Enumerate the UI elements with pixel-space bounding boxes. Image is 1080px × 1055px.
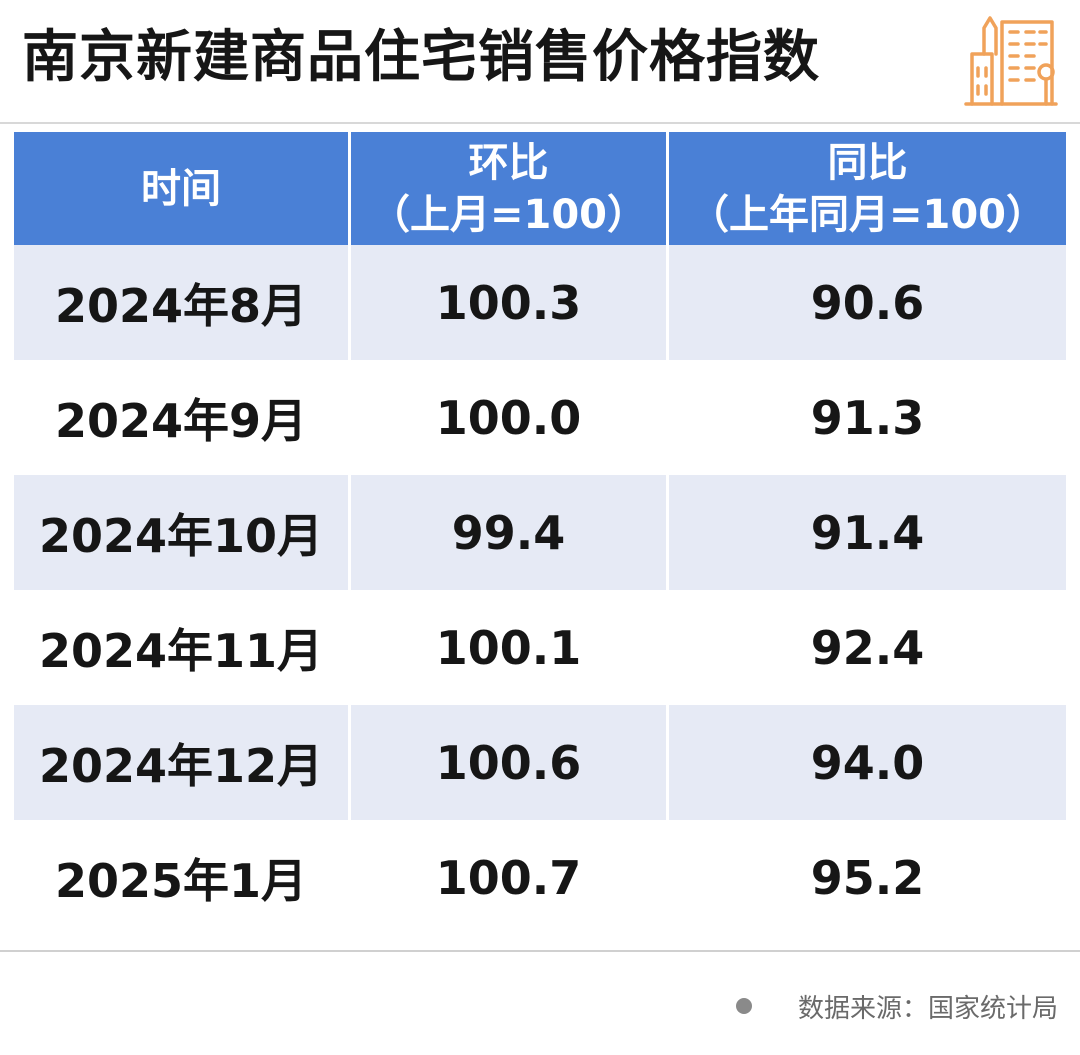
cell-mom: 100.7	[348, 820, 666, 935]
data-source-text: 数据来源：国家统计局	[797, 993, 1058, 1024]
header-month-on-month: 环比 （上月=100）	[348, 132, 666, 245]
page-title: 南京新建商品住宅销售价格指数	[22, 25, 820, 90]
bullet-dot-icon	[735, 998, 752, 1014]
cell-time: 2025年1月	[54, 853, 308, 908]
cell-yoy: 91.3	[666, 360, 1066, 475]
title-divider	[0, 122, 1080, 124]
table-row: 2025年1月 100.7 95.2	[14, 820, 1066, 935]
cell-yoy: 94.0	[666, 705, 1066, 820]
table-header-row: 时间 环比 （上月=100） 同比 （上年同月=100）	[14, 132, 1066, 245]
header-yoy-label: 同比	[827, 139, 908, 186]
header-mom-label: 环比	[468, 139, 549, 186]
cell-time: 2024年8月	[54, 278, 308, 333]
footer-divider	[0, 950, 1080, 952]
data-source: 数据来源：国家统计局	[735, 984, 1058, 1028]
cell-mom: 100.3	[348, 245, 666, 360]
cell-time: 2024年9月	[54, 393, 308, 448]
cell-yoy: 90.6	[666, 245, 1066, 360]
cell-yoy: 91.4	[666, 475, 1066, 590]
cell-mom: 100.0	[348, 360, 666, 475]
cell-mom: 100.6	[348, 705, 666, 820]
cell-yoy: 92.4	[666, 590, 1066, 705]
cell-mom: 99.4	[348, 475, 666, 590]
cell-mom: 100.1	[348, 590, 666, 705]
price-index-table: 时间 环比 （上月=100） 同比 （上年同月=100） 2024年8月 100…	[14, 132, 1066, 935]
city-buildings-icon	[964, 16, 1058, 106]
cell-yoy: 95.2	[666, 820, 1066, 935]
header-yoy-basis: （上年同月=100）	[688, 191, 1046, 238]
table-row: 2024年9月 100.0 91.3	[14, 360, 1066, 475]
header-time: 时间	[14, 132, 348, 245]
cell-time: 2024年11月	[38, 623, 324, 678]
header-year-on-year: 同比 （上年同月=100）	[666, 132, 1066, 245]
table-row: 2024年12月 100.6 94.0	[14, 705, 1066, 820]
cell-time: 2024年12月	[38, 738, 324, 793]
cell-time: 2024年10月	[38, 508, 324, 563]
header-time-label: 时间	[141, 165, 221, 212]
header-mom-basis: （上月=100）	[369, 191, 647, 238]
table-row: 2024年10月 99.4 91.4	[14, 475, 1066, 590]
table-row: 2024年11月 100.1 92.4	[14, 590, 1066, 705]
table-row: 2024年8月 100.3 90.6	[14, 245, 1066, 360]
